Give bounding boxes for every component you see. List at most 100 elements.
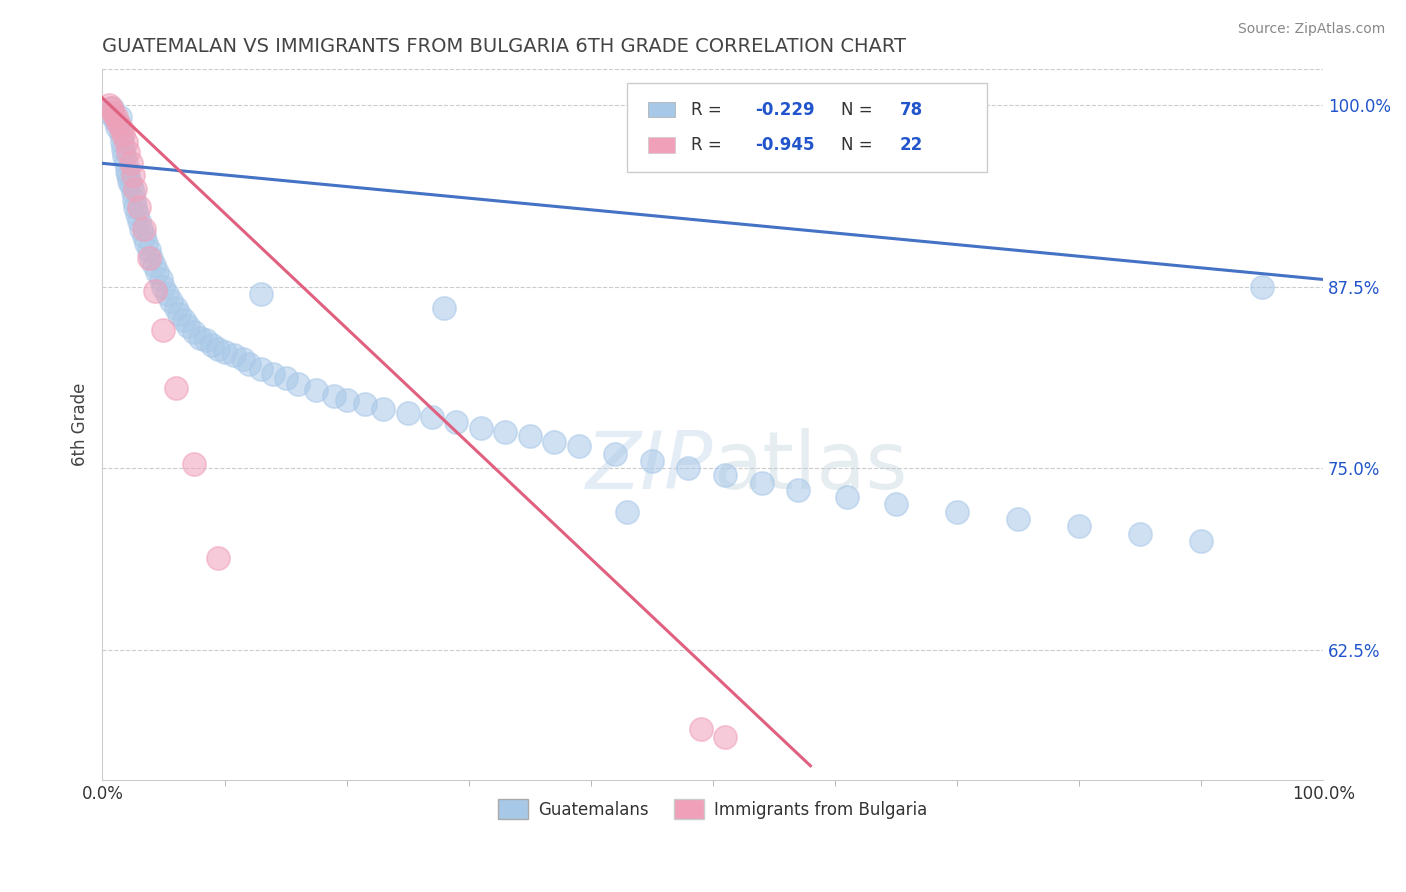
Text: 78: 78	[900, 101, 922, 119]
Point	[152, 279, 174, 293]
Point	[132, 228, 155, 243]
Point	[112, 149, 135, 163]
Point	[641, 454, 664, 468]
Point	[97, 98, 120, 112]
Text: R =: R =	[690, 101, 727, 119]
Text: N =: N =	[841, 101, 877, 119]
Point	[714, 468, 737, 483]
Point	[787, 483, 810, 497]
Point	[1251, 279, 1274, 293]
Point	[173, 313, 195, 327]
Point	[138, 251, 160, 265]
Point	[323, 388, 346, 402]
FancyBboxPatch shape	[648, 137, 675, 153]
Point	[177, 318, 200, 333]
Point	[142, 258, 165, 272]
Text: -0.229: -0.229	[755, 101, 815, 119]
Point	[207, 342, 229, 356]
Point	[201, 338, 224, 352]
Y-axis label: 6th Grade: 6th Grade	[72, 383, 89, 467]
Point	[678, 461, 700, 475]
Point	[751, 475, 773, 490]
Point	[433, 301, 456, 316]
Point	[112, 128, 135, 142]
Point	[470, 420, 492, 434]
Point	[195, 334, 218, 348]
FancyBboxPatch shape	[648, 102, 675, 118]
Point	[1007, 512, 1029, 526]
Text: -0.945: -0.945	[755, 136, 815, 154]
Point	[250, 362, 273, 376]
Point	[141, 251, 163, 265]
Point	[152, 323, 174, 337]
Point	[107, 116, 129, 130]
Point	[1189, 533, 1212, 548]
Point	[112, 142, 135, 156]
Point	[420, 410, 443, 425]
Point	[114, 135, 136, 149]
Point	[543, 435, 565, 450]
Text: ZIP: ZIP	[585, 428, 713, 507]
Point	[146, 265, 169, 279]
Point	[150, 272, 173, 286]
Point	[128, 214, 150, 228]
Point	[100, 101, 122, 115]
Point	[232, 352, 254, 367]
Point	[104, 110, 127, 124]
Point	[104, 112, 127, 127]
Point	[108, 110, 131, 124]
Point	[214, 345, 236, 359]
Point	[122, 193, 145, 207]
Point	[835, 490, 858, 504]
Point	[124, 182, 146, 196]
Point	[122, 186, 145, 200]
Point	[111, 135, 134, 149]
Point	[132, 221, 155, 235]
Point	[138, 244, 160, 258]
Point	[125, 207, 148, 221]
Point	[103, 105, 125, 120]
Text: R =: R =	[690, 136, 727, 154]
Point	[169, 307, 191, 321]
Point	[124, 200, 146, 214]
Point	[616, 505, 638, 519]
Point	[446, 415, 468, 429]
Point	[250, 287, 273, 301]
Point	[110, 128, 132, 142]
Point	[117, 145, 139, 159]
Legend: Guatemalans, Immigrants from Bulgaria: Guatemalans, Immigrants from Bulgaria	[492, 793, 934, 825]
Point	[143, 284, 166, 298]
Point	[118, 174, 141, 188]
Point	[207, 551, 229, 566]
FancyBboxPatch shape	[627, 83, 987, 172]
Point	[714, 730, 737, 744]
Point	[1067, 519, 1090, 533]
Point	[183, 325, 205, 339]
Text: atlas: atlas	[713, 428, 907, 507]
Point	[114, 156, 136, 170]
Point	[101, 101, 124, 115]
Point	[120, 178, 142, 193]
Point	[107, 116, 129, 130]
Point	[183, 457, 205, 471]
Point	[689, 723, 711, 737]
Point	[519, 429, 541, 443]
Point	[262, 367, 284, 381]
Point	[494, 425, 516, 439]
Point	[884, 498, 907, 512]
Point	[238, 357, 260, 371]
Point	[97, 105, 120, 120]
Point	[105, 120, 128, 134]
Point	[165, 301, 187, 316]
Text: GUATEMALAN VS IMMIGRANTS FROM BULGARIA 6TH GRADE CORRELATION CHART: GUATEMALAN VS IMMIGRANTS FROM BULGARIA 6…	[103, 37, 907, 56]
Point	[567, 439, 589, 453]
Point	[110, 121, 132, 136]
Point	[605, 447, 627, 461]
Point	[120, 156, 142, 170]
Text: 22: 22	[900, 136, 922, 154]
Point	[131, 221, 153, 235]
Point	[305, 383, 328, 397]
Point	[274, 371, 297, 385]
Point	[287, 376, 309, 391]
Point	[159, 294, 181, 309]
